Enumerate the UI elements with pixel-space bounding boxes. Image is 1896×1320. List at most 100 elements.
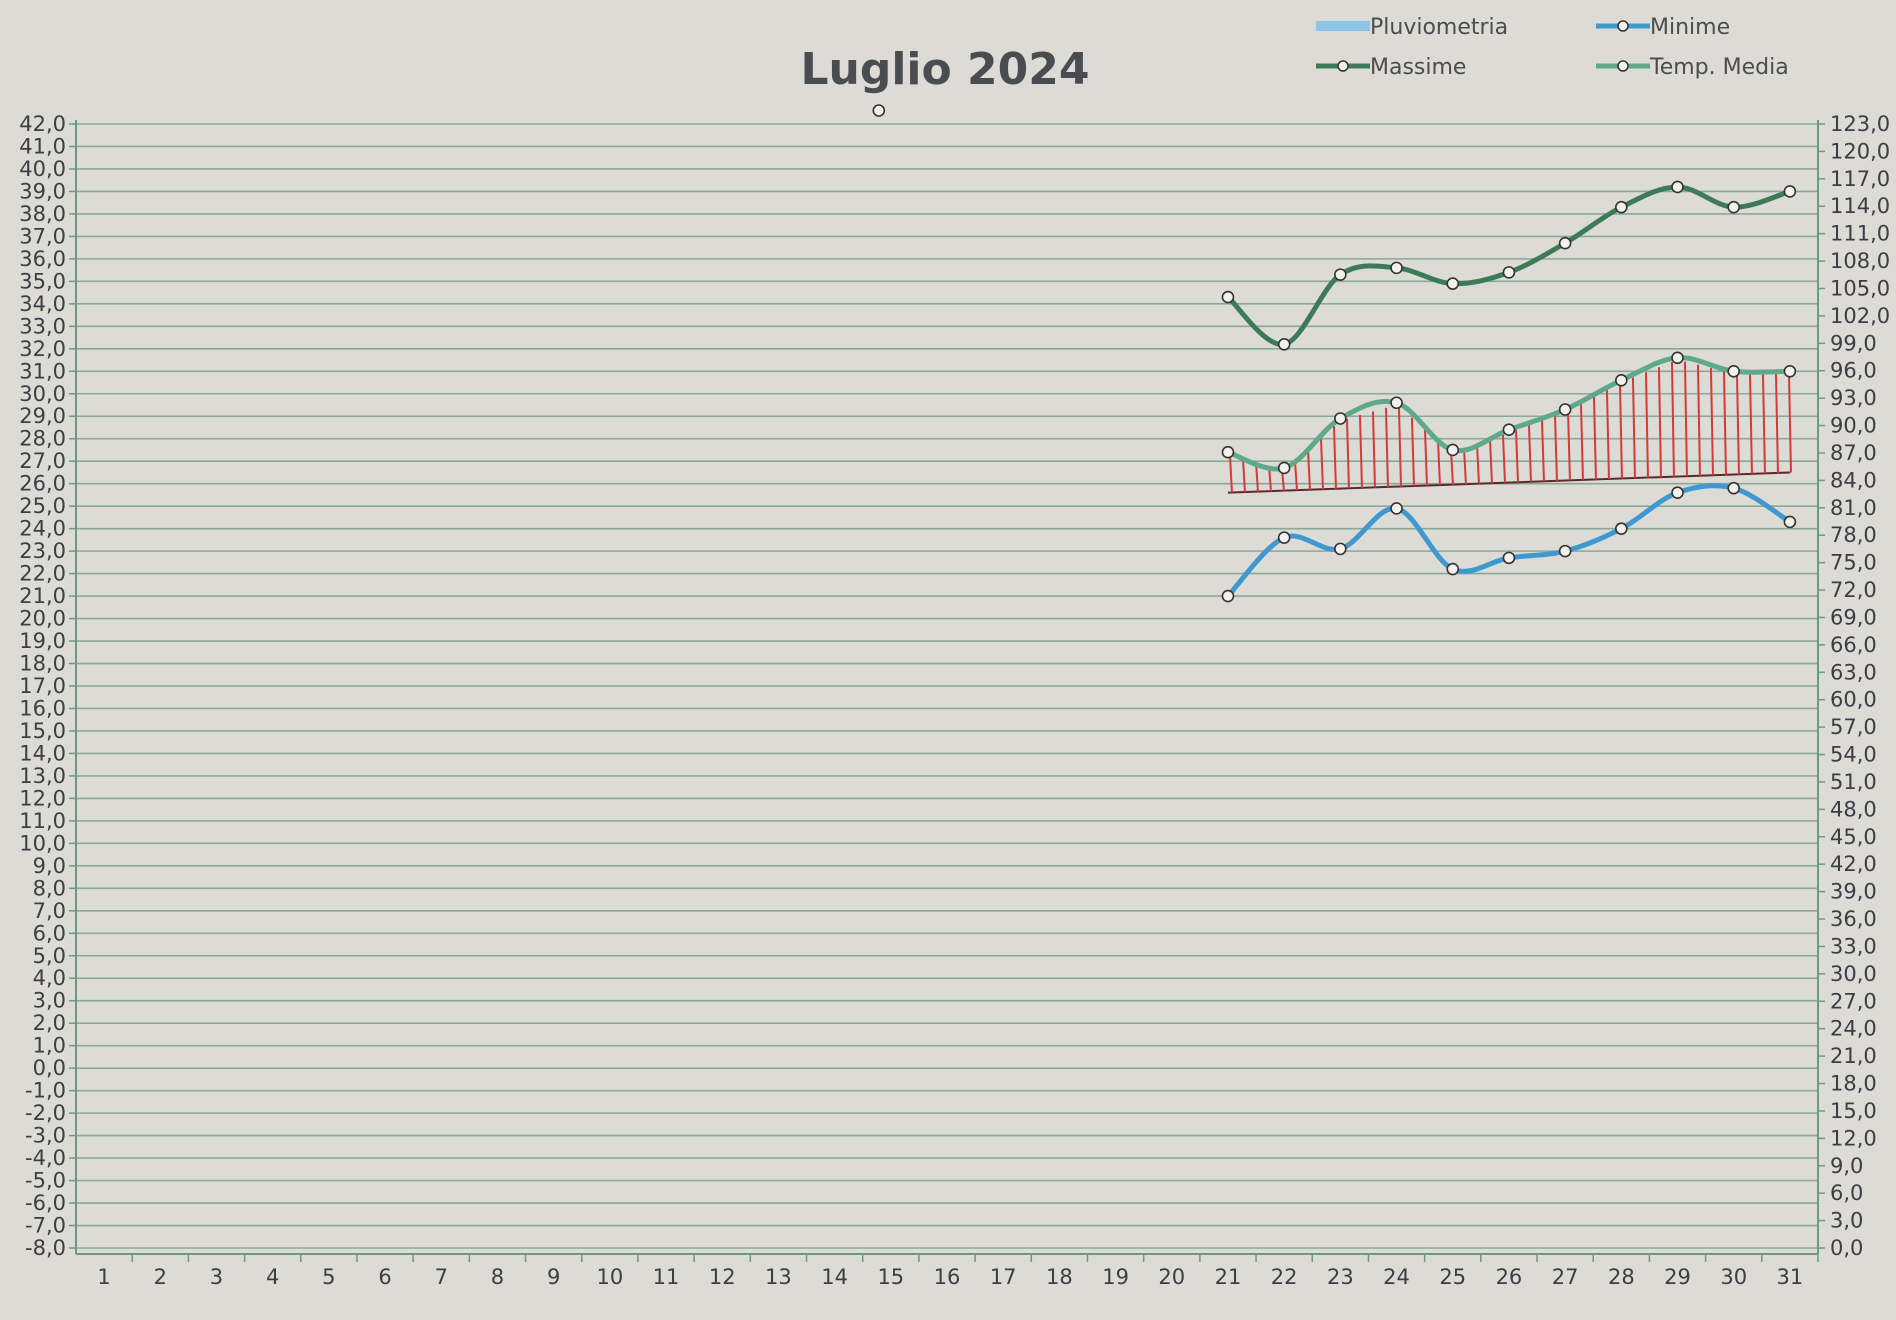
- data-point: [1277, 531, 1291, 544]
- left-tick-label: 42,0: [19, 112, 66, 136]
- right-tick-label: 72,0: [1830, 578, 1877, 602]
- hatch-stroke: [1631, 377, 1636, 479]
- data-point: [1446, 277, 1460, 290]
- right-tick-label: 48,0: [1830, 797, 1877, 821]
- right-tick-label: 66,0: [1830, 633, 1877, 657]
- x-tick-label: 17: [990, 1265, 1017, 1289]
- x-tick-label: 4: [266, 1265, 279, 1289]
- hatch-stroke: [1358, 414, 1363, 488]
- data-point: [1334, 542, 1347, 556]
- x-tick-label: 1: [97, 1265, 110, 1289]
- right-tick-label: 123,0: [1830, 112, 1890, 136]
- data-point: [1671, 351, 1684, 365]
- data-point: [1502, 551, 1516, 565]
- data-point: [1390, 396, 1403, 410]
- right-tick-label: 105,0: [1830, 276, 1890, 300]
- hatch-stroke: [1761, 373, 1766, 474]
- right-tick-label: 6,0: [1830, 1181, 1863, 1205]
- data-point: [1783, 364, 1797, 378]
- right-tick-label: 0,0: [1830, 1236, 1863, 1260]
- hatch-stroke: [1228, 454, 1233, 493]
- hatch-stroke: [1722, 370, 1727, 475]
- x-tick-label: 30: [1720, 1265, 1747, 1289]
- right-tick-label: 39,0: [1830, 880, 1877, 904]
- left-tick-label: 19,0: [19, 629, 66, 653]
- x-tick-label: 11: [653, 1265, 680, 1289]
- legend-label: Temp. Media: [1649, 55, 1789, 80]
- hatch-stroke: [1787, 373, 1792, 473]
- hand-drawn-hatching: [1227, 361, 1792, 494]
- left-tick-label: 15,0: [19, 719, 66, 743]
- x-tick-label: 2: [154, 1265, 167, 1289]
- left-tick-label: 27,0: [19, 449, 66, 473]
- x-tick-label: 25: [1439, 1265, 1466, 1289]
- data-point: [1446, 562, 1460, 576]
- left-tick-label: 40,0: [19, 157, 66, 181]
- hatch-stroke: [1618, 382, 1623, 479]
- left-tick-label: -4,0: [25, 1146, 66, 1170]
- series-line-minime: [1225, 483, 1793, 599]
- right-tick-label: 45,0: [1830, 825, 1877, 849]
- hatch-stroke: [1436, 439, 1441, 486]
- left-tick-label: 28,0: [19, 427, 66, 451]
- left-tick-label: 20,0: [19, 607, 66, 631]
- hatch-stroke: [1488, 438, 1493, 484]
- tick-labels: 42,041,040,039,038,037,036,035,034,033,0…: [19, 112, 1890, 1289]
- x-tick-label: 18: [1046, 1265, 1073, 1289]
- hatch-stroke: [1774, 373, 1779, 473]
- x-tick-label: 31: [1777, 1265, 1804, 1289]
- left-tick-label: -6,0: [25, 1191, 66, 1215]
- left-tick-label: 25,0: [19, 494, 66, 518]
- hatch-stroke: [1657, 367, 1662, 478]
- data-point: [1671, 180, 1684, 194]
- hatch-stroke: [1527, 424, 1532, 482]
- left-tick-label: 17,0: [19, 674, 66, 698]
- x-tick-label: 8: [491, 1265, 504, 1289]
- x-tick-label: 22: [1271, 1265, 1298, 1289]
- right-tick-label: 30,0: [1830, 962, 1877, 986]
- x-tick-label: 16: [934, 1265, 961, 1289]
- x-tick-label: 13: [765, 1265, 792, 1289]
- legend-label: Massime: [1370, 55, 1466, 80]
- hatch-stroke: [1735, 373, 1740, 475]
- data-point: [1334, 412, 1347, 425]
- x-tick-label: 15: [877, 1265, 904, 1289]
- left-tick-label: 29,0: [19, 404, 66, 428]
- series-line-massime: [1225, 184, 1793, 347]
- hatch-stroke: [1371, 411, 1376, 488]
- hatch-stroke: [1384, 407, 1389, 488]
- left-tick-label: 33,0: [19, 314, 66, 338]
- hatch-stroke: [1514, 429, 1519, 483]
- x-tick-label: 12: [709, 1265, 736, 1289]
- data-point: [1221, 445, 1235, 459]
- series-line-temp-media: [1225, 355, 1793, 472]
- hatch-stroke: [1397, 406, 1402, 487]
- data-point: [1615, 522, 1628, 535]
- hatch-stroke: [1462, 447, 1467, 485]
- left-tick-label: 1,0: [33, 1034, 66, 1058]
- data-point: [1558, 236, 1572, 250]
- data-point: [1671, 486, 1684, 499]
- left-tick-label: 24,0: [19, 517, 66, 541]
- right-tick-label: 108,0: [1830, 249, 1890, 273]
- left-tick-label: 41,0: [19, 134, 66, 158]
- hatch-stroke: [1683, 361, 1688, 477]
- left-tick-label: 11,0: [19, 809, 66, 833]
- axes: [69, 120, 1825, 1262]
- x-tick-label: 26: [1496, 1265, 1523, 1289]
- left-tick-label: 0,0: [33, 1056, 66, 1080]
- left-tick-label: 31,0: [19, 359, 66, 383]
- right-tick-label: 84,0: [1830, 468, 1877, 492]
- left-tick-label: 8,0: [33, 876, 66, 900]
- left-tick-label: 35,0: [19, 269, 66, 293]
- right-tick-label: 90,0: [1830, 414, 1877, 438]
- legend-label: Minime: [1650, 15, 1730, 40]
- hatch-baseline: [1227, 471, 1790, 494]
- data-point: [1277, 461, 1291, 475]
- x-tick-label: 14: [821, 1265, 848, 1289]
- hatch-stroke: [1553, 415, 1558, 481]
- right-tick-label: 36,0: [1830, 907, 1877, 931]
- x-tick-label: 23: [1327, 1265, 1354, 1289]
- stray-data-point: [872, 104, 886, 117]
